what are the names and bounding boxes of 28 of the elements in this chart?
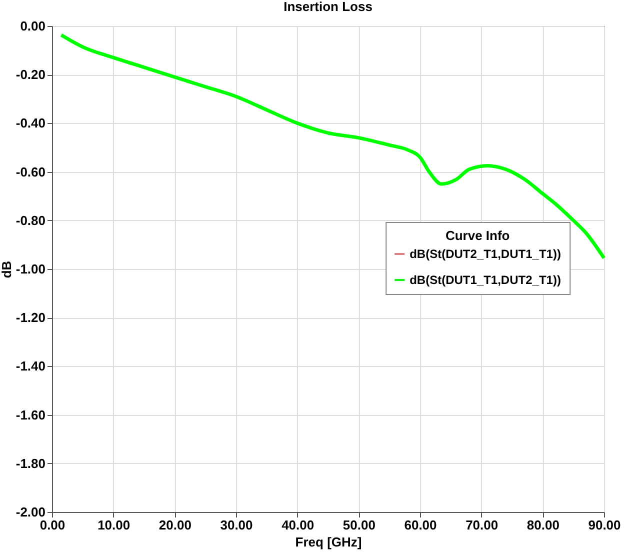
x-axis-title: Freq [GHz] xyxy=(295,534,362,550)
x-tick-label: 20.00 xyxy=(158,518,192,532)
y-tick-label: -0.60 xyxy=(16,164,46,180)
x-tick-label: 80.00 xyxy=(526,518,560,532)
x-tick-label: 40.00 xyxy=(282,518,314,532)
legend-label: dB(St(DUT2_T1,DUT1_T1)) xyxy=(410,247,561,261)
x-tick-label: 50.00 xyxy=(342,518,376,532)
line-series xyxy=(59,33,606,260)
x-tick-label: 0.00 xyxy=(40,518,66,532)
legend-title: Curve Info xyxy=(445,228,510,243)
y-tick-label: -0.20 xyxy=(16,67,46,82)
y-tick-label: -1.40 xyxy=(16,358,46,374)
x-tick-label: 60.00 xyxy=(404,518,437,532)
y-tick-label: -1.00 xyxy=(16,262,46,276)
y-tick-label: -1.80 xyxy=(16,456,46,471)
y-tick-label: -2.00 xyxy=(16,504,46,520)
y-tick-label: -1.20 xyxy=(16,310,46,326)
y-tick-label: -0.80 xyxy=(16,212,46,228)
x-tick-label: 90.00 xyxy=(588,518,621,532)
legend-label: dB(St(DUT1_T1,DUT2_T1)) xyxy=(410,273,561,287)
y-tick-label: -0.40 xyxy=(16,116,46,131)
x-tick-label: 10.00 xyxy=(98,518,130,532)
y-axis-title: dB xyxy=(0,260,14,278)
x-tick-label: 30.00 xyxy=(220,518,253,532)
x-tick-label: 70.00 xyxy=(466,518,498,532)
y-tick-label: -1.60 xyxy=(16,407,46,422)
y-tick-label: 0.00 xyxy=(20,18,46,34)
chart-title: Insertion Loss xyxy=(284,0,372,14)
